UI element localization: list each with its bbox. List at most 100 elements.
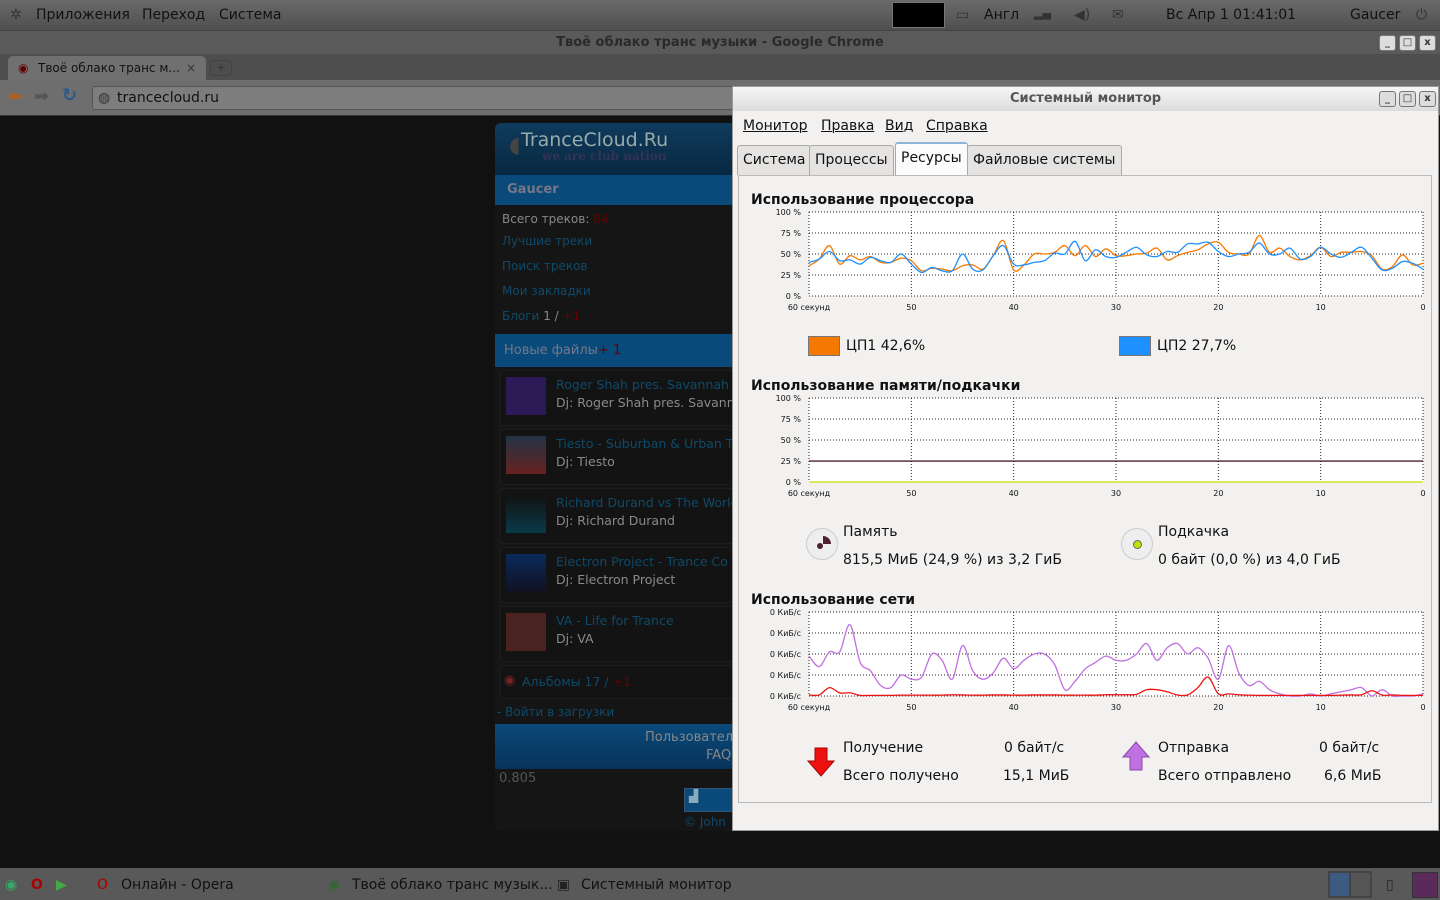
- menu-help[interactable]: Справка: [926, 118, 988, 134]
- gnome-foot-icon[interactable]: ✲: [10, 7, 22, 23]
- cpu2-color-button[interactable]: [1119, 336, 1151, 356]
- player-launcher-icon[interactable]: ▶: [56, 877, 67, 893]
- site-header[interactable]: ◖ TranceCloud.Ru we are club nation: [495, 123, 740, 175]
- track-item[interactable]: VA - Life for Trance Dj: VA: [500, 606, 740, 662]
- close-button[interactable]: x: [1419, 91, 1436, 107]
- menu-view[interactable]: Вид: [885, 118, 914, 134]
- back-icon[interactable]: ⬅: [8, 86, 24, 107]
- menu-places[interactable]: Переход: [142, 7, 206, 23]
- blogs-link[interactable]: Блоги 1 / +1: [502, 309, 580, 323]
- reload-icon[interactable]: ↻: [62, 85, 78, 106]
- y-tick-label: 100 %: [776, 208, 802, 217]
- maximize-button[interactable]: □: [1399, 91, 1416, 107]
- sysmon-titlebar[interactable]: Системный монитор _ □ x: [733, 87, 1438, 111]
- track-title[interactable]: VA - Life for Trance: [556, 613, 674, 628]
- desktop-icon[interactable]: [1412, 872, 1438, 898]
- address-bar[interactable]: ◍ trancecloud.ru: [92, 86, 742, 110]
- volume-icon[interactable]: ◀): [1074, 7, 1091, 23]
- site-footer: Пользователи FAQ: [495, 724, 740, 769]
- users-link[interactable]: Пользователи: [645, 730, 740, 745]
- memory-value: 815,5 МиБ (24,9 %) из 3,2 ГиБ: [843, 552, 1063, 568]
- mail-icon[interactable]: ✉: [1112, 7, 1124, 23]
- network-icon[interactable]: ▂▄: [1034, 7, 1051, 20]
- maximize-button[interactable]: □: [1399, 35, 1416, 51]
- site-username[interactable]: Gaucer: [507, 182, 559, 197]
- minimize-button[interactable]: _: [1379, 91, 1396, 107]
- track-item[interactable]: Tiesto - Suburban & Urban T Dj: Tiesto: [500, 429, 740, 485]
- receive-rate: 0 байт/с: [1004, 740, 1065, 756]
- taskbar-item-opera[interactable]: Онлайн - Opera: [121, 877, 234, 893]
- search-tracks-link[interactable]: Поиск треков: [502, 259, 588, 273]
- track-dj: Dj: Richard Durand: [556, 513, 675, 528]
- bookmarks-link[interactable]: Мои закладки: [502, 284, 591, 298]
- new-tab-button[interactable]: +: [210, 60, 232, 76]
- user-name[interactable]: Gaucer: [1350, 7, 1401, 23]
- minimize-button[interactable]: _: [1379, 35, 1396, 51]
- tab-processes[interactable]: Процессы: [809, 145, 894, 175]
- menu-system[interactable]: Система: [219, 7, 282, 23]
- workspace-switcher[interactable]: [1328, 871, 1372, 898]
- memory-pie-icon[interactable]: [806, 528, 838, 560]
- x-tick-label: 60 секунд: [788, 489, 831, 498]
- close-button[interactable]: x: [1419, 35, 1436, 51]
- receive-total-label: Всего получено: [843, 768, 959, 784]
- trash-icon[interactable]: ▯: [1386, 877, 1394, 893]
- y-tick-label: 0 %: [786, 478, 802, 487]
- sysmon-icon: ▣: [557, 877, 571, 893]
- clock[interactable]: Вс Апр 1 01:41:01: [1166, 7, 1297, 23]
- menu-applications[interactable]: Приложения: [36, 7, 130, 23]
- track-item[interactable]: Electron Project - Trance Co Dj: Electron…: [500, 547, 740, 603]
- site-slogan: we are club nation: [542, 149, 667, 163]
- keyboard-layout[interactable]: Англ: [984, 7, 1020, 23]
- sysmon-title: Системный монитор: [1009, 91, 1162, 106]
- track-item[interactable]: Richard Durand vs The World Dj: Richard D…: [500, 488, 740, 544]
- tab-close-icon[interactable]: ×: [185, 61, 196, 75]
- new-files-count: + 1: [598, 343, 622, 358]
- memory-label: Память: [843, 524, 898, 540]
- chrome-launcher-icon[interactable]: ◉: [5, 877, 18, 893]
- best-tracks-link[interactable]: Лучшие треки: [502, 234, 593, 248]
- track-item[interactable]: Roger Shah pres. Savannah - Dj: Roger Sha…: [500, 370, 740, 426]
- faq-link[interactable]: FAQ: [706, 748, 732, 763]
- upload-link[interactable]: - Войти в загрузки: [497, 705, 615, 719]
- taskbar-item-sysmon[interactable]: Системный монитор: [581, 877, 732, 893]
- track-title[interactable]: Roger Shah pres. Savannah -: [556, 377, 738, 392]
- y-tick-label: 20,0 КиБ/с: [769, 650, 801, 659]
- receive-total: 15,1 МиБ: [1003, 768, 1070, 784]
- x-tick-label: 10: [1316, 489, 1326, 498]
- cpu2-label: ЦП2 27,7%: [1157, 338, 1237, 354]
- track-title[interactable]: Tiesto - Suburban & Urban T: [556, 436, 734, 451]
- keyboard-icon: ▭: [956, 7, 970, 23]
- cover-image: [506, 554, 546, 592]
- tab-resources[interactable]: Ресурсы: [895, 142, 968, 175]
- x-tick-label: 50: [906, 703, 916, 712]
- menu-monitor[interactable]: Монитор: [743, 118, 808, 134]
- taskbar-item-chrome[interactable]: Твоё облако транс музык...: [352, 877, 553, 893]
- track-title[interactable]: Electron Project - Trance Co: [556, 554, 728, 569]
- opera-launcher-icon[interactable]: O: [31, 877, 43, 893]
- power-icon[interactable]: ⏻: [1416, 7, 1428, 23]
- tab-system[interactable]: Система: [737, 145, 812, 175]
- counter-badge[interactable]: ▟: [684, 788, 740, 812]
- blogs-count: 1 /: [543, 309, 559, 323]
- x-tick-label: 20: [1213, 303, 1223, 312]
- website-panel: ◖ TranceCloud.Ru we are club nation Gauc…: [495, 123, 740, 831]
- x-tick-label: 50: [906, 303, 916, 312]
- tab-filesystems[interactable]: Файловые системы: [967, 145, 1122, 175]
- track-title[interactable]: Richard Durand vs The World: [556, 495, 739, 510]
- menu-edit[interactable]: Правка: [821, 118, 875, 134]
- system-load-applet[interactable]: [892, 2, 945, 28]
- albums-link[interactable]: Альбомы 17 / +1: [522, 674, 631, 689]
- forward-icon[interactable]: ➡: [34, 86, 50, 107]
- new-files-label: Новые файлы: [504, 343, 598, 358]
- browser-tab[interactable]: ◉ Твоё облако транс м... ×: [8, 56, 206, 80]
- send-total-label: Всего отправлено: [1158, 768, 1292, 784]
- series-line-ЦП2: [808, 240, 1424, 274]
- cpu-history-chart: 100 % 75 % 50 % 25 % 0 % 60 секунд 50 40 30 20 10 0: [776, 208, 1426, 312]
- albums-row[interactable]: ◉ Альбомы 17 / +1: [500, 665, 740, 699]
- memory-section-title: Использование памяти/подкачки: [751, 378, 1021, 394]
- user-bar: Gaucer: [495, 175, 740, 205]
- swap-pie-icon[interactable]: [1121, 528, 1153, 560]
- chrome-window-title: Твоё облако транс музыки - Google Chrome: [556, 35, 884, 50]
- cpu1-color-button[interactable]: [808, 336, 840, 356]
